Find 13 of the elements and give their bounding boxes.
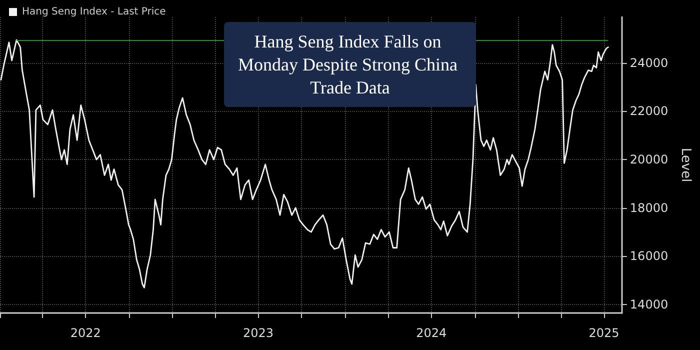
y-tick-label: 16000 [630, 249, 668, 264]
y-tick-label: 20000 [630, 152, 668, 167]
y-tick-label: 24000 [630, 56, 668, 70]
y-tick-label: 22000 [630, 104, 668, 118]
y-tick-label: 14000 [630, 298, 668, 312]
x-tick-label: 2022 [70, 326, 101, 340]
y-axis-title: Level [678, 148, 693, 182]
x-tick-label: 2023 [242, 326, 274, 340]
y-tick-label: 18000 [630, 200, 668, 215]
legend-label: Hang Seng Index - Last Price [22, 6, 166, 18]
x-tick-label: 2025 [588, 326, 620, 340]
text: Hang Seng Index Falls on Monday Despite Strong China Trade Data [238, 32, 462, 98]
x-tick-label: 2024 [416, 326, 447, 340]
